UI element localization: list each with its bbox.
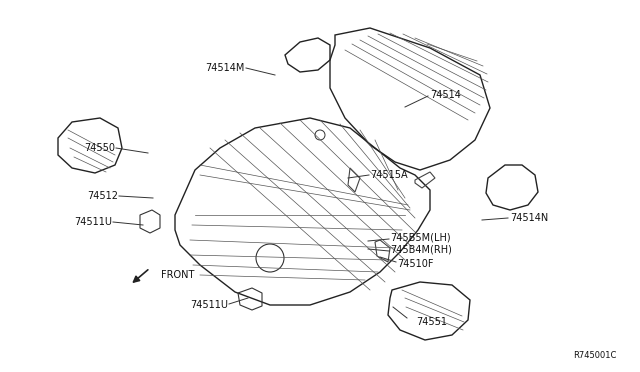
Text: 74514N: 74514N	[510, 213, 548, 223]
Text: 745B5M(LH): 745B5M(LH)	[390, 233, 451, 243]
Text: 745B4M(RH): 745B4M(RH)	[390, 245, 452, 255]
Text: 74510F: 74510F	[397, 259, 433, 269]
Text: 74551: 74551	[417, 317, 447, 327]
Text: 74550: 74550	[84, 143, 115, 153]
Text: 74511U: 74511U	[190, 300, 228, 310]
Text: R745001C: R745001C	[573, 352, 617, 360]
Text: FRONT: FRONT	[161, 270, 195, 280]
Text: 74515A: 74515A	[370, 170, 408, 180]
Text: 74514: 74514	[430, 90, 461, 100]
Text: 74511U: 74511U	[74, 217, 112, 227]
Text: 74512: 74512	[87, 191, 118, 201]
Text: 74514M: 74514M	[205, 63, 245, 73]
